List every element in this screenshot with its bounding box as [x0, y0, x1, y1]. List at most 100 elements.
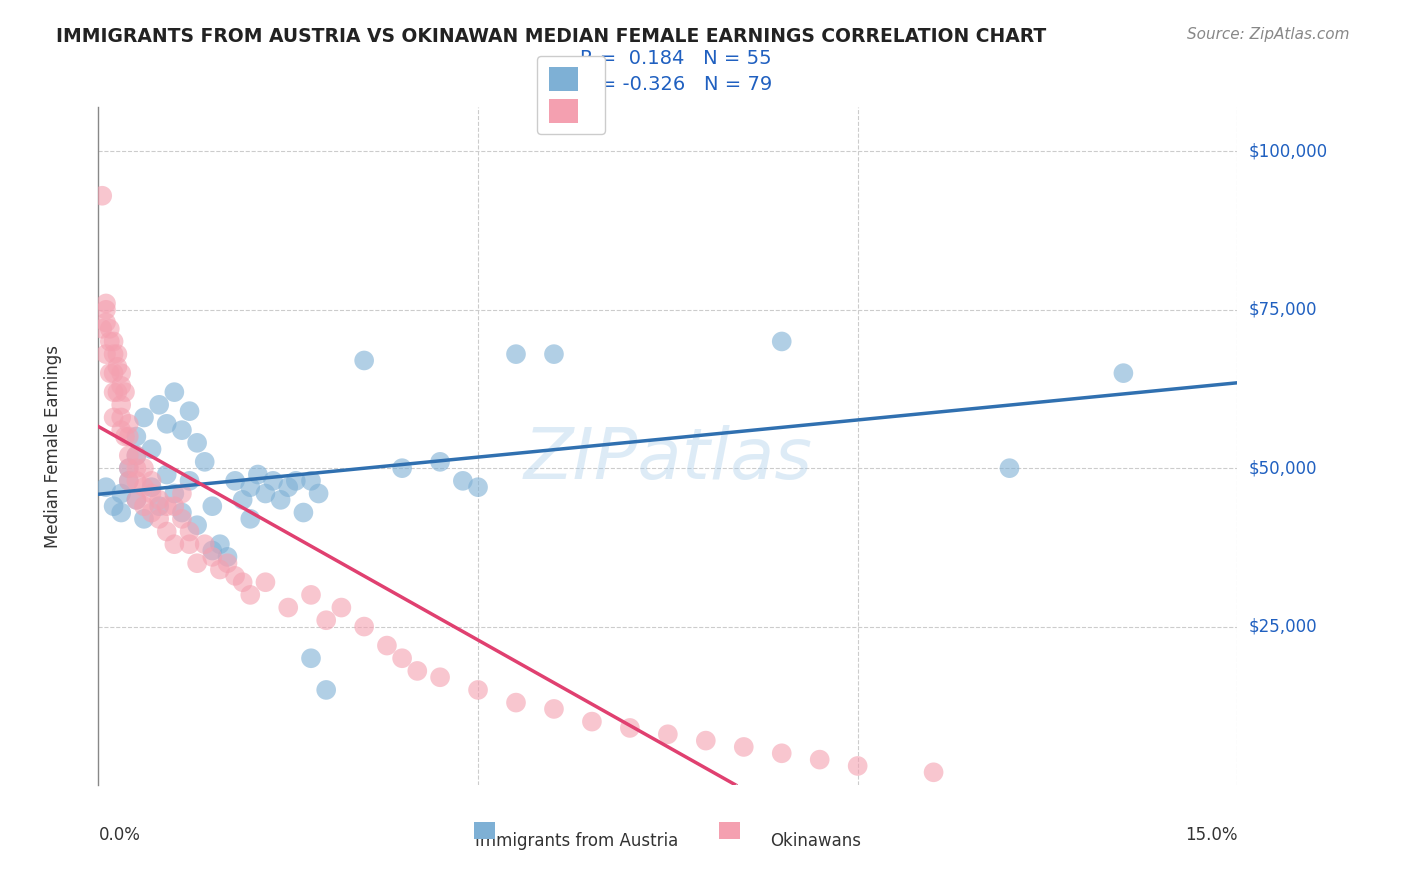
Immigrants from Austria [246, 467, 269, 482]
Okinawans [299, 588, 322, 602]
Okinawans [194, 537, 217, 551]
Okinawans [330, 600, 353, 615]
Immigrants from Austria [94, 480, 117, 494]
Immigrants from Austria [254, 486, 277, 500]
Immigrants from Austria [141, 480, 163, 494]
Okinawans [110, 379, 132, 393]
Immigrants from Austria [284, 474, 307, 488]
Immigrants from Austria [110, 486, 132, 500]
Text: ZIPatlas: ZIPatlas [523, 425, 813, 494]
Okinawans [163, 499, 186, 513]
Immigrants from Austria [125, 429, 148, 443]
Okinawans [353, 619, 375, 633]
Text: 15.0%: 15.0% [1185, 826, 1237, 844]
Immigrants from Austria [315, 682, 337, 697]
Okinawans [277, 600, 299, 615]
Text: 0.0%: 0.0% [98, 826, 141, 844]
Okinawans [217, 556, 239, 570]
Okinawans [118, 429, 141, 443]
Text: R = -0.326   N = 79: R = -0.326 N = 79 [581, 75, 772, 95]
Okinawans [118, 461, 141, 475]
Okinawans [110, 398, 132, 412]
Okinawans [91, 188, 114, 202]
Okinawans [148, 492, 170, 507]
Immigrants from Austria [239, 512, 262, 526]
Immigrants from Austria [208, 537, 231, 551]
Text: $100,000: $100,000 [1249, 143, 1327, 161]
Immigrants from Austria [118, 474, 141, 488]
Immigrants from Austria [224, 474, 246, 488]
Okinawans [315, 613, 337, 627]
Immigrants from Austria [132, 410, 155, 425]
Okinawans [170, 512, 193, 526]
Okinawans [94, 296, 117, 310]
Okinawans [208, 563, 231, 577]
Okinawans [156, 499, 179, 513]
Okinawans [156, 524, 179, 539]
Text: $50,000: $50,000 [1249, 459, 1317, 477]
Okinawans [429, 670, 451, 684]
Okinawans [118, 474, 141, 488]
Okinawans [91, 322, 114, 336]
Immigrants from Austria [141, 442, 163, 457]
Okinawans [114, 385, 136, 400]
Okinawans [94, 302, 117, 317]
Okinawans [254, 575, 277, 590]
Immigrants from Austria [391, 461, 413, 475]
Immigrants from Austria [156, 467, 179, 482]
Immigrants from Austria [217, 549, 239, 564]
Okinawans [103, 347, 125, 361]
Okinawans [125, 492, 148, 507]
Text: Okinawans: Okinawans [770, 832, 862, 850]
Okinawans [103, 366, 125, 380]
Okinawans [733, 739, 755, 754]
FancyBboxPatch shape [474, 822, 495, 838]
Immigrants from Austria [277, 480, 299, 494]
Immigrants from Austria [543, 347, 565, 361]
Immigrants from Austria [270, 492, 292, 507]
Okinawans [148, 512, 170, 526]
Okinawans [107, 385, 129, 400]
Okinawans [125, 449, 148, 463]
Immigrants from Austria [239, 480, 262, 494]
Okinawans [232, 575, 254, 590]
Okinawans [107, 347, 129, 361]
Okinawans [110, 410, 132, 425]
Okinawans [125, 474, 148, 488]
Okinawans [132, 499, 155, 513]
Immigrants from Austria [156, 417, 179, 431]
Okinawans [657, 727, 679, 741]
Immigrants from Austria [201, 543, 224, 558]
Immigrants from Austria [186, 518, 208, 533]
Immigrants from Austria [1112, 366, 1135, 380]
Okinawans [239, 588, 262, 602]
Okinawans [770, 746, 793, 760]
Immigrants from Austria [299, 474, 322, 488]
Text: Immigrants from Austria: Immigrants from Austria [475, 832, 678, 850]
Okinawans [846, 759, 869, 773]
FancyBboxPatch shape [718, 822, 740, 838]
Immigrants from Austria [998, 461, 1021, 475]
Text: Source: ZipAtlas.com: Source: ZipAtlas.com [1187, 27, 1350, 42]
Okinawans [132, 480, 155, 494]
Immigrants from Austria [451, 474, 474, 488]
Immigrants from Austria [186, 435, 208, 450]
Okinawans [179, 537, 201, 551]
Okinawans [186, 556, 208, 570]
Okinawans [170, 486, 193, 500]
Immigrants from Austria [467, 480, 489, 494]
Okinawans [132, 461, 155, 475]
Immigrants from Austria [110, 506, 132, 520]
Okinawans [98, 366, 121, 380]
Text: Median Female Earnings: Median Female Earnings [44, 344, 62, 548]
Okinawans [103, 334, 125, 349]
Immigrants from Austria [148, 499, 170, 513]
Immigrants from Austria [770, 334, 793, 349]
Immigrants from Austria [103, 499, 125, 513]
Okinawans [103, 385, 125, 400]
Text: $25,000: $25,000 [1249, 617, 1317, 636]
Immigrants from Austria [125, 492, 148, 507]
Okinawans [543, 702, 565, 716]
Okinawans [224, 569, 246, 583]
Immigrants from Austria [179, 404, 201, 418]
